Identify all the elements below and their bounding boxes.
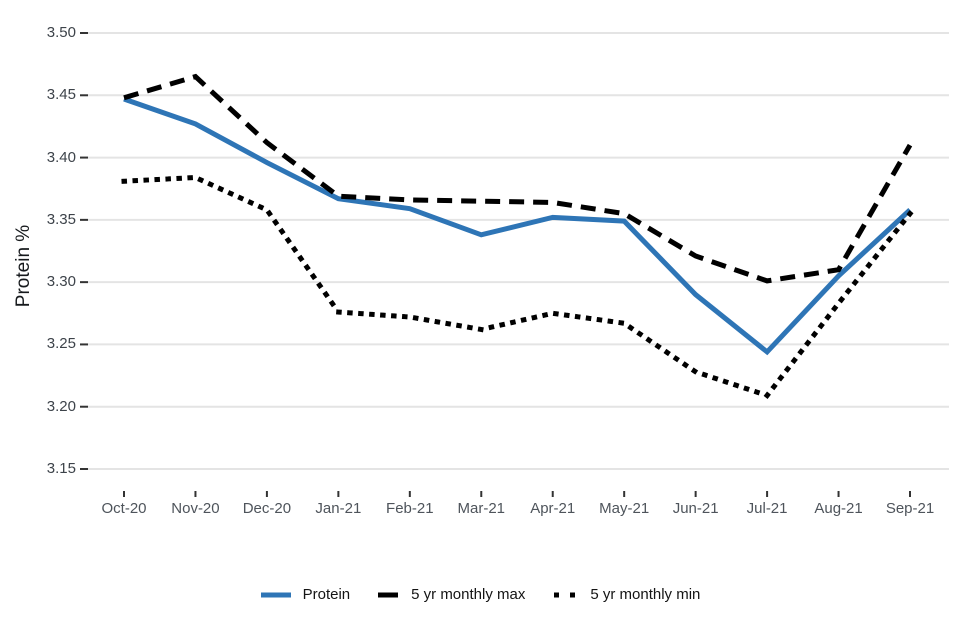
x-tick-label: Dec-20 bbox=[242, 500, 292, 517]
x-tick-label: Jul-21 bbox=[746, 500, 788, 517]
min-line-swatch bbox=[554, 592, 576, 597]
y-tick-label: 3.25 bbox=[46, 335, 76, 353]
y-axis-title: Protein % bbox=[13, 224, 34, 308]
max-line bbox=[123, 73, 913, 284]
y-tick-label: 3.30 bbox=[46, 273, 76, 291]
legend-label-max: 5 yr monthly max bbox=[411, 586, 526, 603]
legend-label-protein: Protein bbox=[302, 586, 351, 603]
y-tick-label: 3.45 bbox=[46, 86, 76, 104]
y-tick-label: 3.40 bbox=[46, 148, 76, 166]
x-tick-label: Oct-20 bbox=[101, 500, 147, 517]
legend-item-max: 5 yr monthly max bbox=[376, 586, 525, 603]
y-tick-label: 3.15 bbox=[46, 460, 76, 477]
y-tick-label: 3.35 bbox=[46, 210, 76, 228]
x-tick-label: Feb-21 bbox=[386, 500, 434, 517]
legend-label-min: 5 yr monthly min bbox=[590, 586, 701, 603]
legend-item-protein: Protein bbox=[260, 586, 351, 603]
y-tick-label: 3.20 bbox=[46, 397, 76, 415]
x-tick-label: Mar-21 bbox=[457, 500, 506, 517]
plot-area bbox=[80, 32, 949, 497]
x-tick-label: Apr-21 bbox=[530, 500, 576, 517]
x-tick-label: Sep-21 bbox=[885, 500, 935, 517]
max-line-swatch bbox=[378, 592, 399, 597]
x-tick-label: Jun-21 bbox=[672, 500, 719, 517]
legend: Protein 5 yr monthly max 5 yr monthly mi… bbox=[0, 586, 960, 603]
x-tick-label: Aug-21 bbox=[814, 500, 863, 517]
protein-line bbox=[123, 96, 912, 356]
protein-line-swatch bbox=[260, 592, 291, 597]
x-tick-label: Jan-21 bbox=[315, 500, 362, 517]
min-line bbox=[121, 174, 914, 399]
legend-item-min: 5 yr monthly min bbox=[551, 586, 700, 603]
x-tick-label: Nov-20 bbox=[171, 500, 220, 517]
y-tick-label: 3.50 bbox=[46, 24, 76, 41]
x-tick-label: May-21 bbox=[599, 500, 650, 517]
